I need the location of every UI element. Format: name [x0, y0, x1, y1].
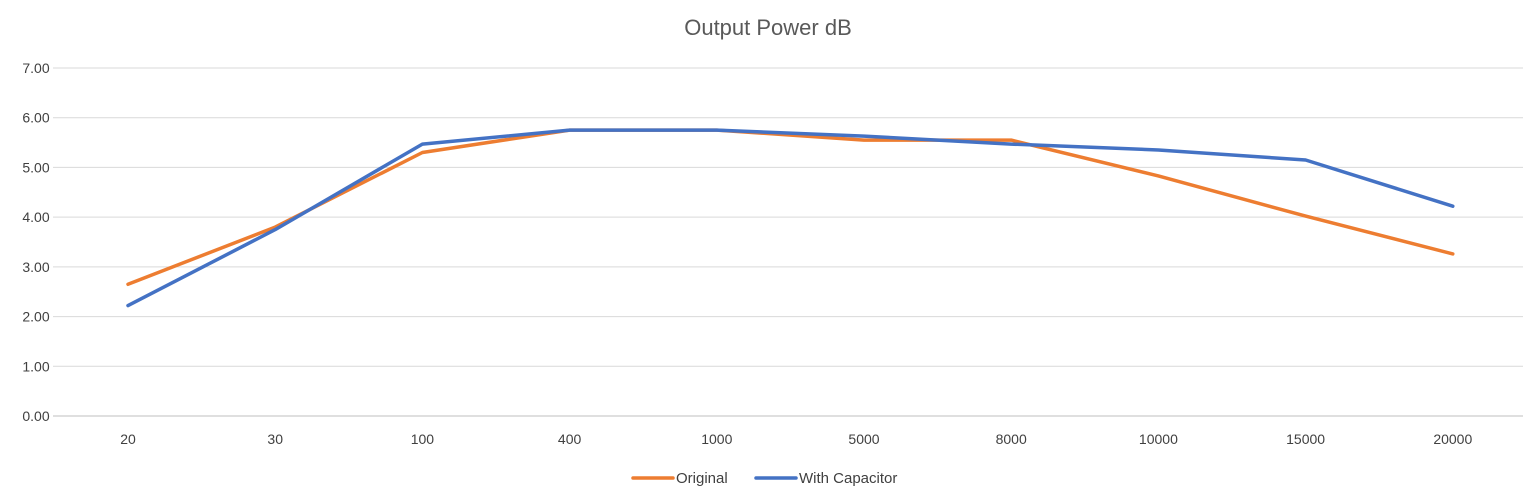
y-tick-label: 5.00	[22, 159, 49, 175]
chart-title: Output Power dB	[684, 15, 852, 40]
x-tick-label: 8000	[996, 431, 1027, 447]
x-tick-label: 20000	[1433, 431, 1472, 447]
series-line-with-capacitor	[126, 128, 1455, 308]
y-axis-ticks: 0.00 1.00 2.00 3.00 4.00 5.00 6.00 7.00	[22, 60, 49, 424]
legend-label: Original	[676, 470, 728, 487]
x-tick-label: 15000	[1286, 431, 1325, 447]
x-tick-label: 20	[120, 431, 136, 447]
y-tick-label: 3.00	[22, 259, 49, 275]
legend-label: With Capacitor	[799, 470, 897, 487]
y-tick-label: 7.00	[22, 60, 49, 76]
legend: Original With Capacitor	[631, 470, 897, 487]
series-line-original	[126, 128, 1455, 287]
x-tick-label: 30	[267, 431, 283, 447]
x-tick-label: 400	[558, 431, 582, 447]
x-tick-label: 5000	[848, 431, 879, 447]
x-tick-label: 1000	[701, 431, 732, 447]
y-tick-label: 6.00	[22, 110, 49, 126]
gridlines	[53, 67, 1523, 417]
y-tick-label: 4.00	[22, 209, 49, 225]
x-tick-label: 100	[411, 431, 435, 447]
x-tick-label: 10000	[1139, 431, 1178, 447]
y-tick-label: 0.00	[22, 408, 49, 424]
y-tick-label: 2.00	[22, 309, 49, 325]
series-lines	[126, 128, 1455, 308]
y-tick-label: 1.00	[22, 358, 49, 374]
x-axis-ticks: 20 30 100 400 1000 5000 8000 10000 15000 20000	[120, 431, 1472, 447]
